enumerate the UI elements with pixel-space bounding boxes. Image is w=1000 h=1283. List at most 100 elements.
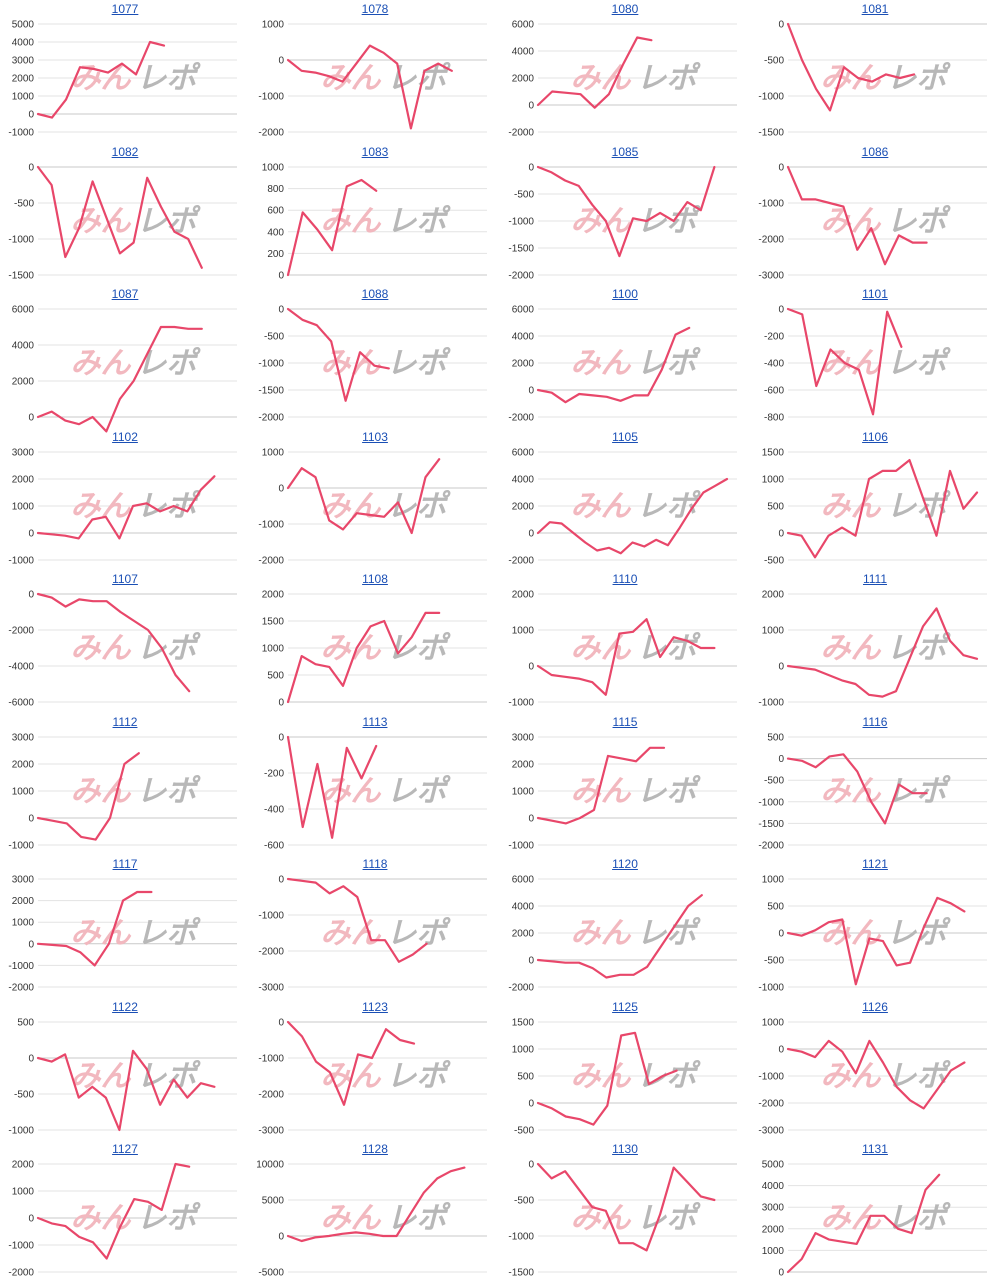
chart-title-link[interactable]: 1117	[112, 857, 138, 871]
y-tick-label: -1000	[258, 92, 284, 103]
chart-title-link[interactable]: 1107	[112, 572, 138, 586]
chart-title-link[interactable]: 1081	[861, 2, 889, 16]
watermark-logo: みん レポ	[571, 347, 702, 380]
chart-title-link[interactable]: 1118	[362, 857, 388, 871]
y-tick-label: 0	[28, 814, 34, 825]
line-chart: 6000 4000 2000 0 みん レポ	[12, 305, 237, 433]
chart-title-link[interactable]: 1080	[611, 2, 639, 16]
y-tick-label: 6000	[512, 20, 535, 31]
chart-title-link[interactable]: 1105	[612, 430, 638, 444]
line-chart: 2000 1500 1000 500 0 みん レポ	[262, 590, 487, 709]
chart-title-link[interactable]: 1077	[111, 2, 139, 16]
series-line	[536, 618, 716, 696]
chart-title-link[interactable]: 1123	[362, 1000, 388, 1014]
y-tick-label: 4000	[512, 902, 535, 913]
y-tick-label: 0	[528, 1160, 534, 1171]
chart-title-link[interactable]: 1108	[362, 572, 388, 586]
y-tick-label: 0	[278, 305, 284, 316]
watermark-logo: みん レポ	[71, 775, 202, 808]
y-tick-label: 5000	[12, 20, 35, 31]
chart-title-link[interactable]: 1130	[612, 1142, 638, 1156]
watermark-logo: みん レポ	[571, 1060, 702, 1093]
chart-title-link[interactable]: 1082	[111, 145, 139, 159]
watermark-logo: みん レポ	[321, 205, 452, 238]
line-chart: 0 -500 -1000 -1500 みん レポ	[508, 1160, 737, 1279]
chart-title-link[interactable]: 1121	[862, 857, 888, 871]
y-tick-label: -4000	[8, 662, 34, 673]
chart-panel: 1128 10000 5000 0 -5000 みん レポ	[250, 1140, 500, 1283]
y-tick-label: 0	[28, 529, 34, 540]
y-tick-label: -6000	[8, 698, 34, 709]
chart-panel: 1130 0 -500 -1000 -1500 みん レポ	[500, 1140, 750, 1283]
y-tick-label: -1000	[758, 199, 784, 210]
y-tick-label: 500	[767, 733, 784, 744]
y-tick-label: 1000	[762, 1246, 785, 1257]
chart-title-link[interactable]: 1122	[112, 1000, 138, 1014]
chart-title-link[interactable]: 1106	[862, 430, 888, 444]
y-tick-label: 1000	[12, 1187, 35, 1198]
line-chart: 0 -1000 -2000 -3000 みん レポ	[758, 163, 987, 282]
y-tick-label: -1500	[758, 128, 784, 139]
chart-title-link[interactable]: 1127	[112, 1142, 138, 1156]
y-tick-label: 2000	[262, 590, 285, 601]
y-tick-label: -1500	[758, 819, 784, 830]
y-tick-label: 1000	[12, 918, 35, 929]
y-tick-label: 0	[278, 56, 284, 67]
chart-title-link[interactable]: 1128	[362, 1142, 388, 1156]
chart-title-link[interactable]: 1086	[861, 145, 889, 159]
chart-title-link[interactable]: 1102	[112, 430, 138, 444]
chart-title-link[interactable]: 1120	[612, 857, 638, 871]
y-tick-label: -2000	[508, 128, 534, 139]
y-tick-label: -1000	[8, 556, 34, 567]
y-tick-label: -500	[14, 1090, 34, 1101]
chart-panel: 1102 3000 2000 1000 0 -1000 みん レポ	[0, 428, 250, 571]
series-line	[36, 1162, 191, 1260]
y-tick-label: -400	[764, 359, 784, 370]
y-tick-label: 0	[778, 20, 784, 31]
chart-title-link[interactable]: 1125	[612, 1000, 638, 1014]
y-tick-label: -200	[764, 332, 784, 343]
y-tick-label: -3000	[758, 1126, 784, 1137]
y-tick-label: -1000	[8, 1241, 34, 1252]
chart-title-link[interactable]: 1110	[612, 572, 638, 586]
chart-panel: 1101 0 -200 -400 -600 -800 みん レポ	[750, 285, 1000, 428]
y-tick-label: -5000	[258, 1268, 284, 1279]
chart-title-link[interactable]: 1115	[612, 715, 638, 729]
chart-panel: 1122 500 0 -500 -1000 みん レポ	[0, 998, 250, 1141]
y-tick-label: -2000	[758, 841, 784, 852]
y-tick-label: -2000	[258, 1090, 284, 1101]
chart-title-link[interactable]: 1131	[862, 1142, 888, 1156]
watermark-logo: みん レポ	[321, 917, 452, 950]
watermark-logo: みん レポ	[321, 1060, 452, 1093]
chart-title-link[interactable]: 1113	[362, 715, 388, 729]
line-chart: 2000 1000 0 -1000 みん レポ	[758, 590, 987, 709]
y-tick-label: 2000	[12, 377, 35, 388]
chart-title-link[interactable]: 1103	[362, 430, 388, 444]
chart-title-link[interactable]: 1116	[862, 715, 888, 729]
chart-title-link[interactable]: 1078	[361, 2, 389, 16]
series-line	[786, 165, 928, 266]
watermark-logo: みん レポ	[571, 632, 702, 665]
chart-title-link[interactable]: 1111	[862, 572, 888, 586]
chart-title-link[interactable]: 1126	[862, 1000, 888, 1014]
chart-title-link[interactable]: 1088	[361, 287, 389, 301]
line-chart: 2000 1000 0 -1000 みん レポ	[508, 590, 737, 709]
chart-title-link[interactable]: 1087	[111, 287, 139, 301]
chart-panel: 1120 6000 4000 2000 0 -2000 みん レポ	[500, 855, 750, 998]
y-tick-label: 500	[767, 502, 784, 513]
chart-title-link[interactable]: 1101	[862, 287, 888, 301]
y-tick-label: 600	[267, 206, 284, 217]
series-line	[36, 40, 166, 119]
y-tick-label: -2000	[258, 947, 284, 958]
y-tick-label: 0	[778, 1045, 784, 1056]
chart-title-link[interactable]: 1112	[112, 715, 138, 729]
y-tick-label: -1000	[508, 1232, 534, 1243]
chart-title-link[interactable]: 1100	[612, 287, 638, 301]
watermark-logo: みん レポ	[321, 1202, 452, 1235]
chart-title-link[interactable]: 1085	[611, 145, 639, 159]
y-tick-label: -2000	[258, 128, 284, 139]
chart-title-link[interactable]: 1083	[361, 145, 389, 159]
